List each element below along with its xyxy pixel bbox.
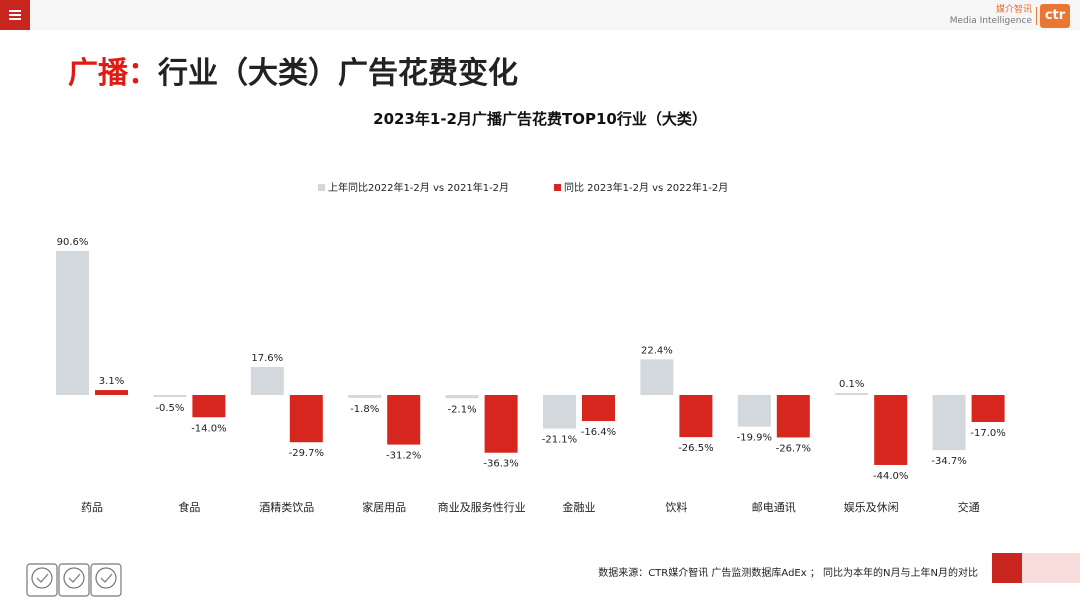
data-label-2-7: -26.7% [776,443,811,454]
ctr-logo: ctr [1040,4,1070,28]
bar-1-9 [932,395,966,451]
sgs-certification-seals [26,563,122,597]
bar-1-3 [348,395,382,398]
bar-2-1 [192,395,226,418]
data-label-2-2: -29.7% [289,448,324,459]
data-label-2-8: -44.0% [873,471,908,482]
bar-1-0 [56,250,89,395]
data-label-2-4: -36.3% [483,459,518,470]
bar-2-7 [776,395,810,438]
category-label-1: 食品 [178,500,200,514]
bar-1-4 [445,395,479,399]
brand-text: 媒介智讯 Media Intelligence [950,5,1032,27]
data-label-1-4: -2.1% [448,404,477,415]
data-label-1-1: -0.5% [155,403,184,414]
bar-1-7 [737,395,771,427]
bar-2-3 [387,395,421,445]
bar-1-2 [250,367,284,395]
bar-2-0 [95,390,128,395]
legend-label-series1: 上年同比2022年1-2月 vs 2021年1-2月 [328,183,510,194]
legend-label-series2: 同比 2023年1-2月 vs 2022年1-2月 [564,183,729,194]
legend-item-series1: 上年同比2022年1-2月 vs 2021年1-2月 [318,179,509,194]
data-label-1-7: -19.9% [737,433,772,444]
legend-item-series2: 同比 2023年1-2月 vs 2022年1-2月 [554,179,728,194]
bar-2-6 [679,395,713,438]
data-label-1-9: -34.7% [931,456,966,467]
legend-swatch-series2 [554,184,561,191]
brand-cn: 媒介智讯 [995,5,1032,15]
bar-2-2 [289,395,323,443]
bar-1-8 [835,393,869,395]
category-label-7: 邮电通讯 [752,501,796,514]
brand-en: Media Intelligence [949,16,1032,26]
category-label-5: 金融业 [563,500,596,514]
data-label-2-3: -31.2% [386,451,421,462]
footer-accent-pink [1022,553,1080,583]
data-label-2-5: -16.4% [581,427,616,438]
data-label-1-0: 90.6% [57,237,89,248]
legend-swatch-series1 [318,184,325,191]
brand-separator [1036,7,1037,25]
data-label-2-1: -14.0% [191,423,226,434]
data-label-1-5: -21.1% [542,435,577,446]
category-label-0: 药品 [81,501,103,514]
menu-button[interactable] [0,0,30,30]
data-label-1-2: 17.6% [251,353,283,364]
category-label-6: 饮料 [665,500,687,514]
bar-1-5 [543,395,576,429]
page-title-prefix: 广播： [68,56,158,91]
bar-2-8 [874,395,908,465]
footer-accent-red [992,553,1022,583]
data-label-2-9: -17.0% [970,428,1005,439]
data-label-1-8: 0.1% [839,379,864,390]
category-label-9: 交通 [958,500,980,514]
category-label-2: 酒精类饮品 [259,500,314,514]
top-bar [0,0,1080,30]
category-label-3: 家居用品 [362,500,406,514]
data-label-1-6: 22.4% [641,345,673,356]
data-label-2-6: -26.5% [678,443,713,454]
category-label-4: 商业及服务性行业 [438,500,526,514]
data-label-1-3: -1.8% [350,404,379,415]
bar-2-4 [484,395,518,453]
bar-2-9 [971,395,1005,423]
data-source-note: 数据来源：CTR媒介智讯 广告监测数据库AdEx ； 同比为本年的N月与上年N月… [598,568,978,579]
page-title: 广播：行业（大类）广告花费变化 [68,48,518,92]
bar-1-1 [153,395,187,397]
category-label-8: 娱乐及休闲 [844,500,899,514]
chart-title: 2023年1-2月广播广告花费TOP10行业（大类） [373,110,707,128]
bar-2-5 [582,395,615,422]
page-title-main: 行业（大类）广告花费变化 [158,56,518,91]
bar-1-6 [640,359,674,395]
data-label-2-0: 3.1% [99,376,124,387]
